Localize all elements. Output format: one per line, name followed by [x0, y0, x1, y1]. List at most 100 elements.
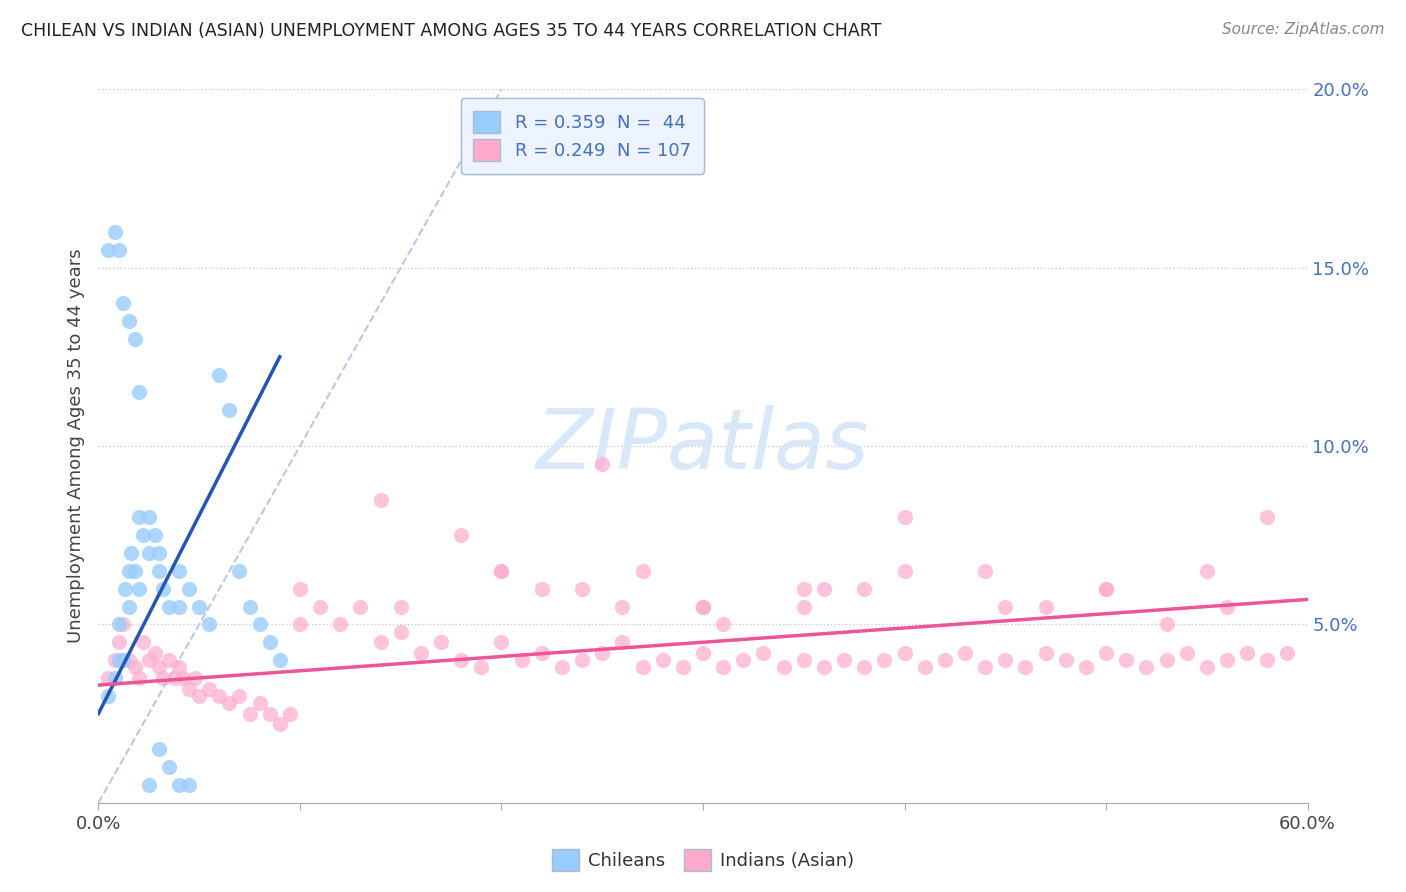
Point: [1074, 660, 1097, 674]
Point: [389, 624, 412, 639]
Point: [1014, 660, 1036, 674]
Point: [1195, 660, 1218, 674]
Point: [893, 646, 915, 660]
Point: [571, 582, 593, 596]
Point: [370, 635, 392, 649]
Point: [157, 599, 180, 614]
Point: [1256, 653, 1278, 667]
Point: [114, 582, 136, 596]
Point: [1135, 660, 1157, 674]
Point: [450, 528, 472, 542]
Point: [994, 599, 1017, 614]
Point: [148, 742, 170, 756]
Point: [853, 582, 876, 596]
Point: [813, 660, 835, 674]
Point: [239, 599, 262, 614]
Point: [179, 582, 201, 596]
Point: [157, 653, 180, 667]
Point: [269, 653, 291, 667]
Point: [111, 296, 134, 310]
Point: [259, 635, 281, 649]
Text: ZIPatlas: ZIPatlas: [536, 406, 870, 486]
Point: [1115, 653, 1137, 667]
Point: [103, 671, 125, 685]
Point: [120, 546, 142, 560]
Point: [329, 617, 352, 632]
Point: [832, 653, 855, 667]
Point: [893, 564, 915, 578]
Point: [118, 653, 141, 667]
Text: Source: ZipAtlas.com: Source: ZipAtlas.com: [1222, 22, 1385, 37]
Point: [1095, 582, 1118, 596]
Point: [228, 564, 250, 578]
Point: [148, 564, 170, 578]
Point: [124, 332, 146, 346]
Point: [1156, 653, 1178, 667]
Point: [118, 314, 141, 328]
Point: [132, 528, 155, 542]
Point: [128, 385, 150, 400]
Point: [309, 599, 332, 614]
Point: [138, 653, 160, 667]
Point: [172, 671, 194, 685]
Point: [188, 599, 211, 614]
Point: [188, 689, 211, 703]
Point: [1256, 510, 1278, 524]
Point: [1236, 646, 1258, 660]
Point: [124, 564, 146, 578]
Point: [143, 646, 166, 660]
Point: [733, 653, 755, 667]
Point: [152, 671, 174, 685]
Point: [138, 510, 160, 524]
Point: [107, 243, 129, 257]
Point: [288, 582, 311, 596]
Point: [370, 492, 392, 507]
Point: [692, 646, 714, 660]
Point: [111, 653, 134, 667]
Point: [269, 717, 291, 731]
Point: [1216, 653, 1239, 667]
Point: [672, 660, 695, 674]
Point: [167, 660, 190, 674]
Point: [953, 646, 976, 660]
Point: [124, 660, 146, 674]
Point: [711, 660, 734, 674]
Point: [179, 681, 201, 696]
Point: [1035, 646, 1057, 660]
Point: [249, 617, 271, 632]
Point: [752, 646, 775, 660]
Legend: Chileans, Indians (Asian): Chileans, Indians (Asian): [546, 842, 860, 879]
Point: [793, 582, 815, 596]
Point: [711, 617, 734, 632]
Y-axis label: Unemployment Among Ages 35 to 44 years: Unemployment Among Ages 35 to 44 years: [66, 249, 84, 643]
Point: [470, 660, 492, 674]
Point: [103, 225, 125, 239]
Point: [813, 582, 835, 596]
Point: [873, 653, 896, 667]
Point: [184, 671, 207, 685]
Point: [349, 599, 371, 614]
Point: [491, 635, 513, 649]
Point: [128, 582, 150, 596]
Point: [914, 660, 936, 674]
Point: [994, 653, 1017, 667]
Point: [651, 653, 673, 667]
Point: [571, 653, 593, 667]
Point: [143, 528, 166, 542]
Point: [1216, 599, 1239, 614]
Point: [430, 635, 453, 649]
Point: [974, 660, 997, 674]
Point: [259, 706, 281, 721]
Point: [179, 778, 201, 792]
Point: [208, 689, 231, 703]
Point: [249, 696, 271, 710]
Point: [530, 646, 553, 660]
Point: [631, 660, 654, 674]
Point: [1095, 646, 1118, 660]
Point: [218, 403, 240, 417]
Point: [228, 689, 250, 703]
Point: [491, 564, 513, 578]
Point: [97, 671, 120, 685]
Point: [772, 660, 794, 674]
Point: [631, 564, 654, 578]
